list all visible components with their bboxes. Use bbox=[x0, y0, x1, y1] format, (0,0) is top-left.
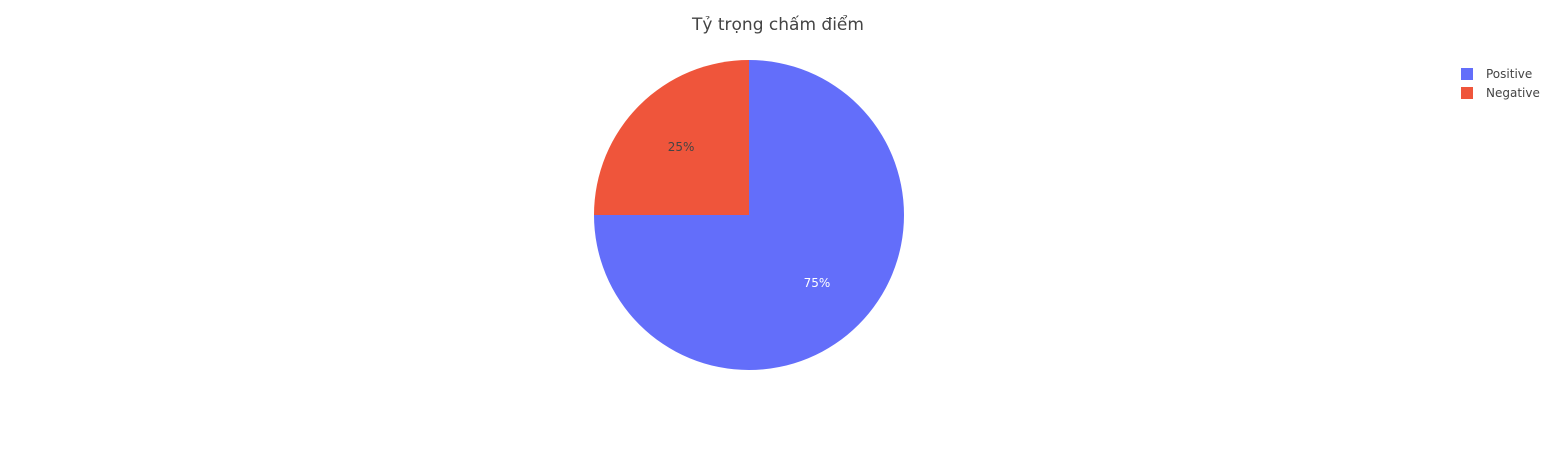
pie-label-positive: 75% bbox=[804, 276, 831, 290]
legend-swatch-positive bbox=[1461, 68, 1473, 80]
legend-item-positive[interactable]: Positive bbox=[1461, 67, 1532, 81]
legend-swatch-negative bbox=[1461, 87, 1473, 99]
legend-label-negative: Negative bbox=[1486, 86, 1540, 100]
legend-item-negative[interactable]: Negative bbox=[1461, 86, 1540, 100]
legend-label-positive: Positive bbox=[1486, 67, 1532, 81]
pie-label-negative: 25% bbox=[668, 140, 695, 154]
legend: Positive Negative bbox=[1461, 67, 1540, 100]
pie-slice-negative[interactable] bbox=[594, 60, 749, 215]
pie-labels: 75% 25% bbox=[668, 140, 831, 290]
pie-slices bbox=[594, 60, 904, 370]
chart-title: Tỷ trọng chấm điểm bbox=[691, 14, 864, 35]
